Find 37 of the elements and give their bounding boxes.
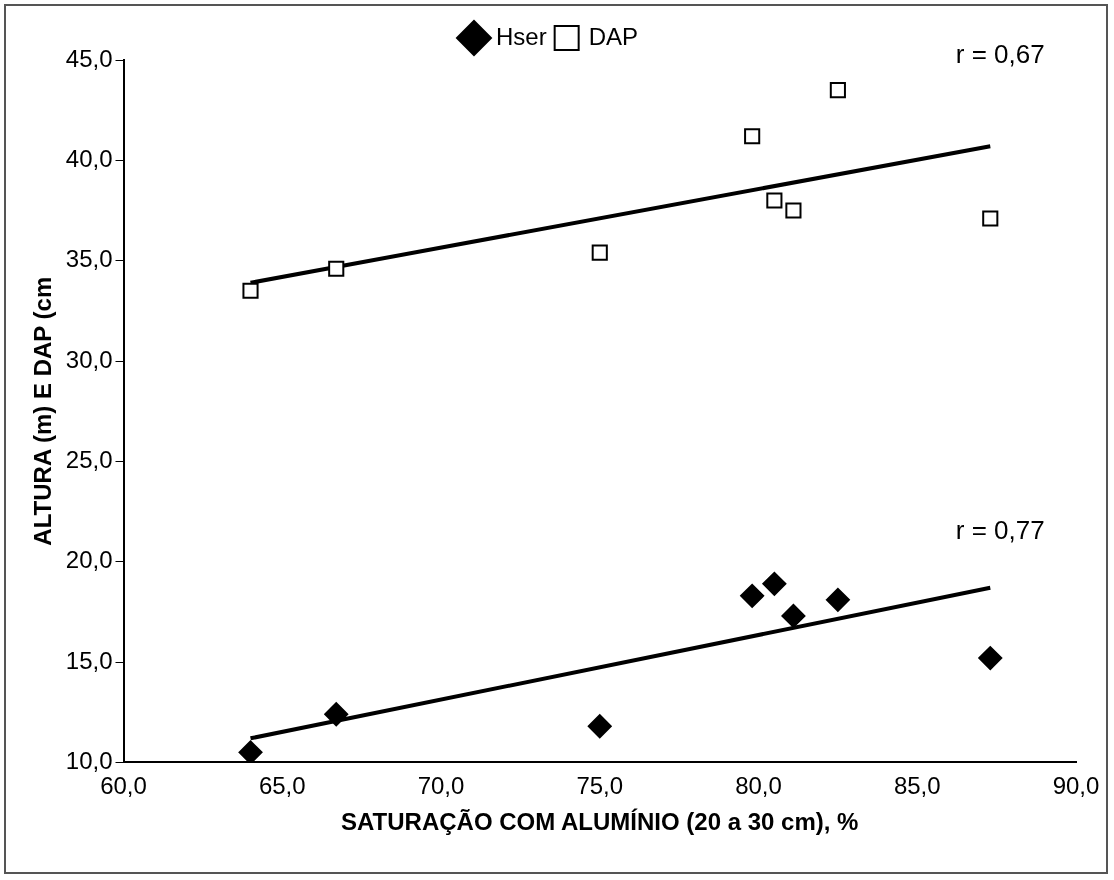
- point: [587, 714, 612, 739]
- y-tick-label: 15,0: [65, 646, 113, 674]
- y-tick-label: 45,0: [65, 44, 113, 72]
- x-tick-label: 65,0: [258, 772, 306, 800]
- point: [766, 192, 783, 209]
- point: [829, 82, 846, 99]
- x-tick-label: 60,0: [100, 772, 147, 800]
- y-tick-label: 25,0: [65, 446, 113, 473]
- point: [762, 571, 787, 596]
- x-tick-label: 85,0: [893, 772, 941, 800]
- y-tick-label: 20,0: [65, 546, 113, 574]
- y-tick-label: 30,0: [65, 345, 113, 373]
- legend-label: Hser: [495, 22, 547, 50]
- point: [740, 583, 765, 608]
- point: [825, 587, 850, 612]
- x-tick-label: 80,0: [735, 772, 782, 800]
- point: [785, 202, 802, 219]
- point: [591, 244, 608, 261]
- x-tick-label: 90,0: [1052, 772, 1100, 800]
- y-tick-label: 35,0: [65, 245, 113, 273]
- point: [328, 260, 345, 277]
- x-tick-label: 70,0: [417, 772, 465, 800]
- x-tick-label: 75,0: [576, 772, 624, 800]
- y-tick-label: 40,0: [65, 144, 113, 172]
- point: [242, 282, 259, 299]
- point: [324, 702, 349, 727]
- point: [238, 740, 263, 763]
- annotation: r = 0,77: [955, 514, 1045, 545]
- legend-label: DAP: [588, 22, 639, 50]
- y-axis-title: ALTURA (m) E DAP (cm: [29, 276, 57, 546]
- point: [781, 603, 806, 628]
- x-axis-title: SATURAÇÃO COM ALUMÍNIO (20 a 30 cm), %: [341, 808, 859, 836]
- annotation: r = 0,67: [955, 39, 1045, 70]
- point: [744, 128, 761, 145]
- point: [982, 210, 999, 227]
- point: [978, 646, 1003, 671]
- y-tick-label: 10,0: [65, 747, 113, 775]
